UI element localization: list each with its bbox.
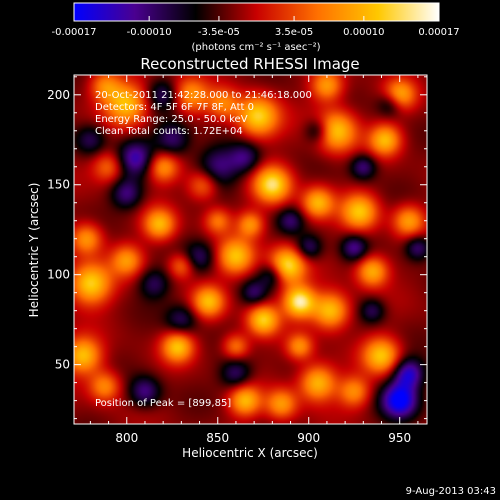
x-tick-label: 850 xyxy=(206,431,229,445)
colorbar xyxy=(73,2,440,22)
footer-date: 9-Aug-2013 03:43 xyxy=(406,486,496,497)
plot-frame xyxy=(73,74,428,425)
colorbar-tick-label: 0.00010 xyxy=(343,27,384,38)
peak-position-label: Position of Peak = [899,85] xyxy=(95,398,231,409)
x-tick-label: 950 xyxy=(388,431,411,445)
annotation-counts: Clean Total counts: 1.72E+04 xyxy=(95,126,243,137)
colorbar-tick-label: 3.5e-05 xyxy=(275,27,313,38)
colorbar-tick-label: 0.00017 xyxy=(418,27,459,38)
x-tick-label: 900 xyxy=(297,431,320,445)
annotation-detectors: Detectors: 4F 5F 6F 7F 8F, Att 0 xyxy=(95,102,254,113)
colorbar-tick-label: -3.5e-05 xyxy=(198,27,240,38)
colorbar-unit-label: (photons cm⁻² s⁻¹ asec⁻²) xyxy=(191,42,320,53)
x-axis-label: Heliocentric X (arcsec) xyxy=(182,446,318,460)
chart-title: Reconstructed RHESSI Image xyxy=(140,55,359,73)
y-axis-label: Heliocentric Y (arcsec) xyxy=(27,183,41,318)
y-tick-label: 50 xyxy=(55,358,70,372)
x-tick-label: 800 xyxy=(115,431,138,445)
x-axis: 800 850 900 950 xyxy=(89,75,419,445)
y-tick-label: 100 xyxy=(47,268,70,282)
y-tick-label: 150 xyxy=(47,178,70,192)
colorbar-tick-label: -0.00017 xyxy=(52,27,97,38)
colorbar-tick-label: -0.00010 xyxy=(127,27,172,38)
heatmap-image xyxy=(74,75,427,424)
annotation-energy: Energy Range: 25.0 - 50.0 keV xyxy=(95,114,248,125)
colorbar-ticks: -0.00017 -0.00010 -3.5e-05 3.5e-05 0.00010 0.… xyxy=(52,16,460,38)
annotation-time: 20-Oct-2011 21:42:28.000 to 21:46:18.000 xyxy=(95,90,312,101)
solar-limb-line xyxy=(444,66,487,433)
y-tick-label: 200 xyxy=(47,88,70,102)
y-axis: 50 100 150 200 xyxy=(47,76,427,420)
